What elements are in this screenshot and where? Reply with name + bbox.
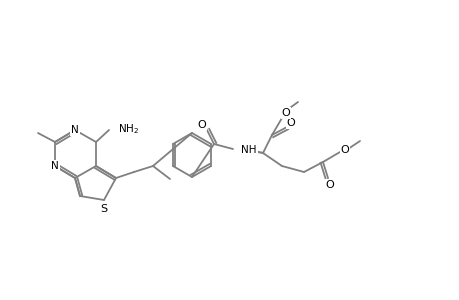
Text: S: S [100,204,107,214]
Text: NH$_2$: NH$_2$ [118,122,139,136]
Text: O: O [197,120,206,130]
Text: O: O [286,118,295,128]
Text: NH: NH [241,145,256,155]
Text: N: N [71,125,78,135]
Text: O: O [281,108,290,118]
Text: O: O [325,180,334,190]
Text: O: O [340,145,349,155]
Text: N: N [51,161,59,171]
